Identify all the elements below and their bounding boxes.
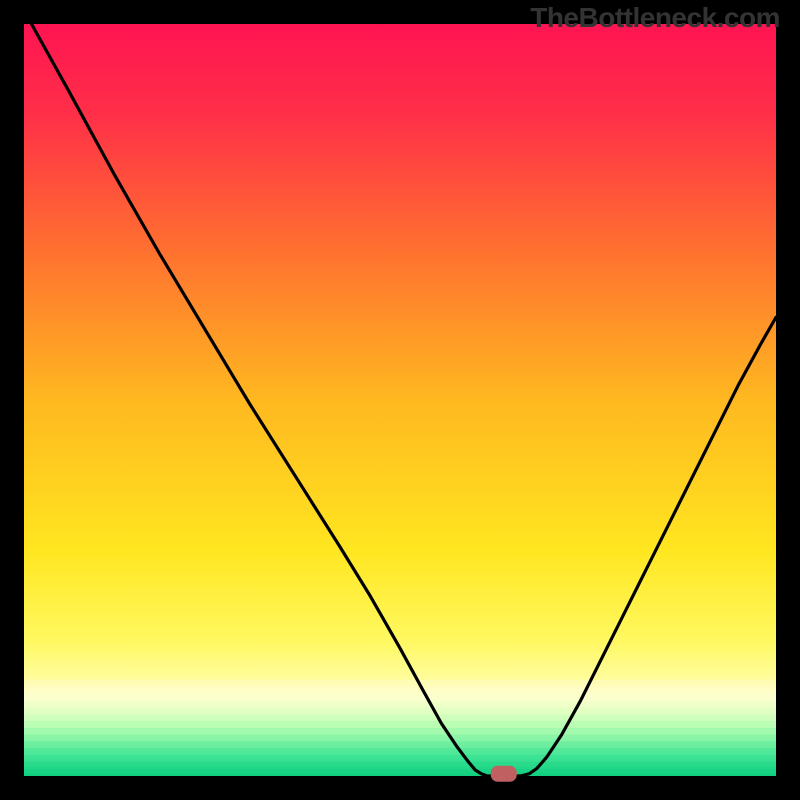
chart-green-bands [24, 680, 776, 777]
optimum-marker [491, 766, 517, 782]
watermark-text: TheBottleneck.com [530, 2, 780, 34]
bottleneck-chart: TheBottleneck.com [0, 0, 800, 800]
chart-gradient-background [24, 24, 776, 776]
chart-canvas [0, 0, 800, 800]
